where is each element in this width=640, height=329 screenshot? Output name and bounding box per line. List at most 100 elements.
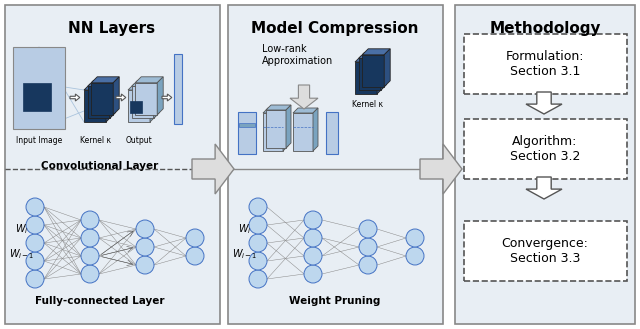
Polygon shape [128, 90, 150, 122]
Circle shape [136, 256, 154, 274]
Polygon shape [263, 113, 283, 151]
Polygon shape [266, 105, 291, 110]
Circle shape [136, 220, 154, 238]
Polygon shape [70, 94, 80, 101]
FancyBboxPatch shape [13, 47, 65, 129]
Polygon shape [263, 108, 288, 113]
Circle shape [304, 265, 322, 283]
Text: Convergence:
Section 3.3: Convergence: Section 3.3 [502, 237, 588, 265]
Polygon shape [290, 85, 318, 109]
Polygon shape [293, 113, 313, 151]
Circle shape [26, 234, 44, 252]
Text: Kernel κ: Kernel κ [79, 136, 111, 145]
Text: Methodology: Methodology [489, 21, 601, 36]
Polygon shape [135, 77, 163, 83]
Circle shape [249, 234, 267, 252]
Text: $W_{i-1}$: $W_{i-1}$ [9, 247, 35, 261]
Polygon shape [381, 52, 387, 90]
Polygon shape [358, 52, 387, 59]
Circle shape [249, 252, 267, 270]
Polygon shape [293, 108, 318, 113]
FancyBboxPatch shape [464, 221, 627, 281]
Polygon shape [106, 84, 112, 122]
Text: NN Layers: NN Layers [68, 21, 156, 36]
Polygon shape [84, 84, 112, 90]
Polygon shape [526, 92, 562, 114]
Polygon shape [384, 49, 390, 87]
Polygon shape [88, 80, 116, 87]
Polygon shape [128, 84, 156, 90]
Circle shape [26, 216, 44, 234]
FancyBboxPatch shape [239, 123, 255, 127]
Polygon shape [154, 80, 159, 118]
Circle shape [81, 247, 99, 265]
Polygon shape [113, 77, 119, 115]
Polygon shape [358, 59, 381, 90]
Circle shape [81, 229, 99, 247]
Text: $W_i$: $W_i$ [238, 222, 252, 236]
Polygon shape [92, 77, 119, 83]
FancyBboxPatch shape [228, 5, 443, 324]
Circle shape [406, 247, 424, 265]
FancyBboxPatch shape [464, 34, 627, 94]
Polygon shape [283, 108, 288, 151]
Polygon shape [135, 83, 157, 115]
Polygon shape [192, 144, 234, 194]
Polygon shape [266, 110, 286, 148]
Text: Model Compression: Model Compression [252, 21, 419, 36]
Text: Fully-connected Layer: Fully-connected Layer [35, 296, 164, 306]
Polygon shape [109, 80, 116, 118]
Polygon shape [355, 56, 383, 62]
Circle shape [26, 198, 44, 216]
FancyBboxPatch shape [174, 54, 182, 124]
FancyBboxPatch shape [130, 101, 142, 113]
Circle shape [186, 229, 204, 247]
Polygon shape [92, 83, 113, 115]
Text: Input Image: Input Image [16, 136, 62, 145]
Circle shape [359, 220, 377, 238]
Circle shape [136, 238, 154, 256]
Polygon shape [132, 80, 159, 87]
FancyBboxPatch shape [23, 83, 51, 111]
Circle shape [304, 211, 322, 229]
Polygon shape [526, 177, 562, 199]
Circle shape [249, 198, 267, 216]
Circle shape [304, 229, 322, 247]
Polygon shape [313, 108, 318, 151]
Polygon shape [150, 84, 156, 122]
Circle shape [406, 229, 424, 247]
Text: Weight Pruning: Weight Pruning [289, 296, 381, 306]
Polygon shape [362, 55, 384, 87]
FancyBboxPatch shape [464, 119, 627, 179]
FancyBboxPatch shape [326, 112, 338, 154]
Polygon shape [362, 49, 390, 55]
Circle shape [304, 247, 322, 265]
Polygon shape [162, 94, 172, 101]
Polygon shape [84, 90, 106, 122]
FancyBboxPatch shape [5, 5, 220, 324]
Text: $W_{i-1}$: $W_{i-1}$ [232, 247, 258, 261]
Circle shape [359, 256, 377, 274]
Circle shape [186, 247, 204, 265]
Circle shape [81, 265, 99, 283]
Polygon shape [132, 87, 154, 118]
Text: $W_i$: $W_i$ [15, 222, 29, 236]
Circle shape [26, 252, 44, 270]
Polygon shape [157, 77, 163, 115]
Text: Algorithm:
Section 3.2: Algorithm: Section 3.2 [510, 135, 580, 163]
Polygon shape [286, 105, 291, 148]
Circle shape [249, 270, 267, 288]
Text: Formulation:
Section 3.1: Formulation: Section 3.1 [506, 50, 584, 78]
Polygon shape [377, 56, 383, 94]
Circle shape [26, 270, 44, 288]
Text: Low-rank
Approximation: Low-rank Approximation [262, 44, 333, 65]
Circle shape [249, 216, 267, 234]
Circle shape [81, 211, 99, 229]
Polygon shape [355, 62, 377, 94]
Circle shape [359, 238, 377, 256]
Polygon shape [116, 94, 126, 101]
Text: Output: Output [125, 136, 152, 145]
FancyBboxPatch shape [238, 112, 256, 154]
FancyBboxPatch shape [455, 5, 635, 324]
Text: Convolutional Layer: Convolutional Layer [42, 161, 159, 171]
